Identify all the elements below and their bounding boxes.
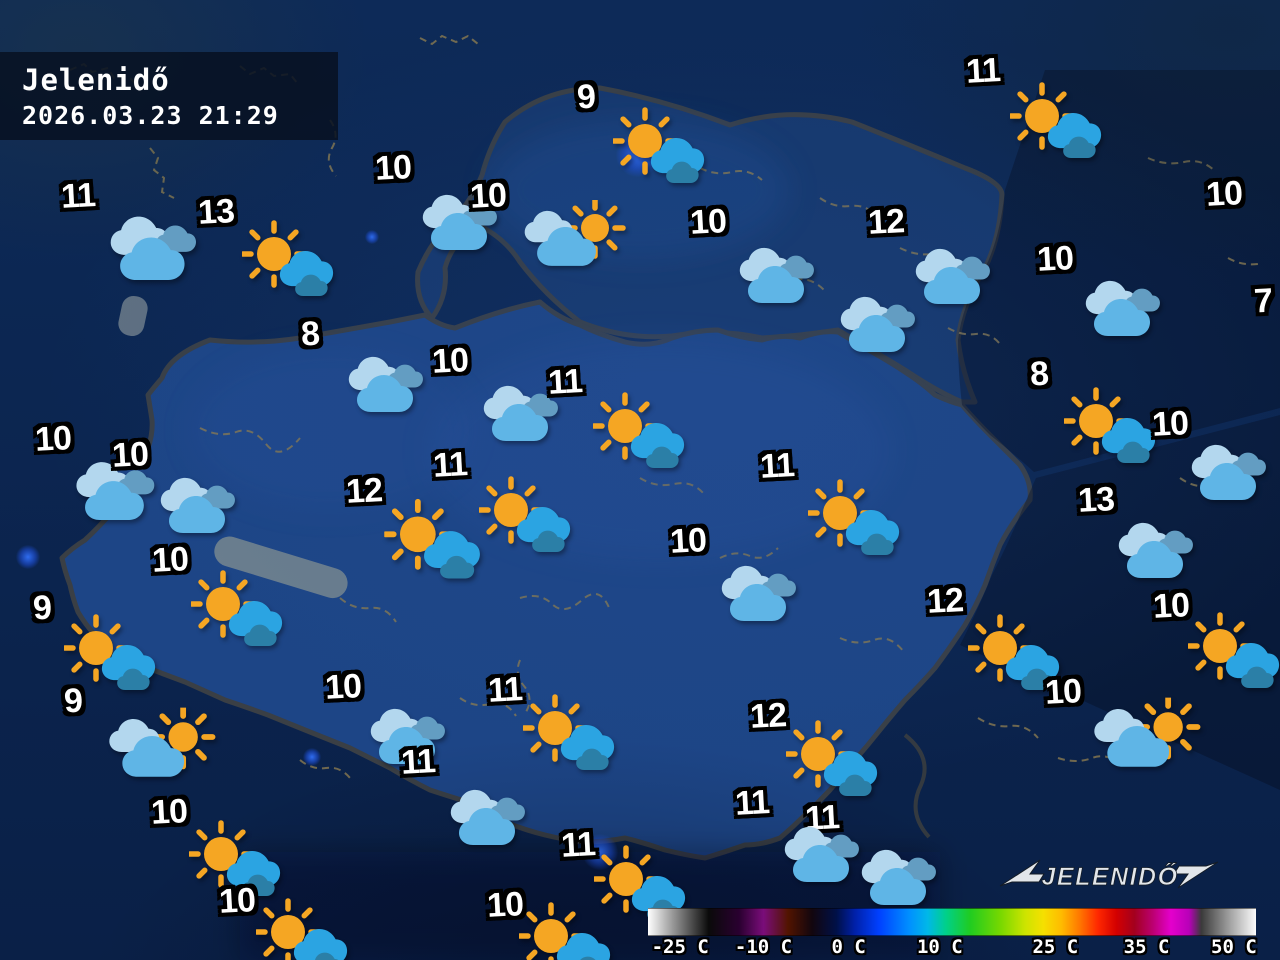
temperature-label: 8 [300,314,320,354]
temperature-label: 10 [324,667,362,707]
temperature-label: 9 [576,77,596,117]
temperature-label: 11 [734,783,770,823]
sun-cloud-icon [613,107,723,203]
sun-cloud-icon [519,902,629,960]
sun-cloud-icon [968,614,1078,710]
temperature-label: 10 [1205,174,1243,214]
temperature-label: 12 [867,202,905,242]
sun-cloud-icon [593,392,703,488]
cloud-sun-icon [1086,697,1202,799]
lake-ferto [118,295,148,337]
temperature-label: 10 [111,435,149,475]
temperature-label: 10 [218,881,256,921]
sun-cloud-icon [256,898,366,960]
cloudy-icon [153,465,263,561]
colorbar-label: 50 C [1211,936,1257,958]
logo-right-wing-icon [1173,861,1219,889]
temperature-label: 12 [345,471,383,511]
colorbar-label: -25 C [651,936,709,958]
sun-cloud-icon [1188,612,1280,708]
cloudy-icon [854,837,964,933]
temperature-label: 11 [400,742,436,782]
sun-cloud-icon [479,476,589,572]
temperature-label: 10 [1036,239,1074,279]
lake-balaton [214,536,348,599]
temperature-label: 12 [749,696,787,736]
temperature-label: 10 [150,792,188,832]
sun-cloud-icon [242,220,352,316]
cloudy-icon [1184,432,1280,528]
sun-cloud-icon [1010,82,1120,178]
temperature-label: 13 [197,192,235,232]
temperature-label: 13 [1077,480,1115,520]
temperature-label: 10 [431,341,469,381]
colorbar-label: -10 C [734,936,793,958]
logo-left-wing-icon [999,859,1045,887]
cloud-sun-icon [517,200,627,296]
temperature-label: 10 [1151,404,1189,444]
cloudy-icon [476,373,586,469]
colorbar-label: 25 C [1032,936,1079,958]
sun-cloud-icon [64,614,174,710]
temperature-label: 11 [560,825,596,865]
cloud-sun-icon [101,707,217,809]
cloudy-icon [443,777,553,873]
cloudy-icon [68,449,184,550]
cloudy-icon [363,696,473,792]
temperature-label: 11 [60,176,96,216]
temperature-label: 10 [689,202,727,242]
header-panel: Jelenidő 2026.03.23 21:29 [0,52,338,140]
sun-cloud-icon [384,498,500,600]
temperature-label: 10 [374,148,412,188]
temperature-label: 12 [926,581,964,621]
temperature-label: 10 [469,176,507,216]
temperature-label: 11 [965,51,1001,91]
temperature-label: 10 [1044,672,1082,712]
colorbar-labels: -25 C -10 C 0 C 10 C 25 C 35 C 50 C [648,934,1257,960]
colorbar-label: 0 C [831,936,866,958]
temperature-label: 9 [32,588,52,628]
temperature-colorbar: -25 C -10 C 0 C 10 C 25 C 35 C 50 C [648,908,1257,960]
border-line [903,733,931,839]
region-east [960,415,1280,790]
colorbar-label: 10 C [916,936,963,958]
temperature-label: 11 [547,362,583,402]
logo-text: JELENIDŐ [1041,862,1178,891]
temperature-label: 10 [151,540,189,580]
temperature-label: 10 [669,521,707,561]
sun-cloud-icon [523,694,633,790]
cloudy-icon [102,202,229,312]
colorbar-gradient [648,908,1256,936]
cloudy-icon [833,284,943,380]
temperature-label: 10 [1152,586,1190,626]
sun-cloud-icon [1064,387,1174,483]
cloudy-icon [777,814,887,910]
colorbar-label: 35 C [1123,936,1170,958]
app-title: Jelenidő [22,62,170,97]
sun-cloud-icon [191,570,301,666]
temperature-label: 9 [63,681,83,721]
temperature-label: 11 [487,670,523,710]
temperature-label: 11 [432,445,468,485]
sun-cloud-icon [189,820,299,916]
temperature-label: 11 [759,446,795,486]
jelenido-logo: JELENIDŐ [998,852,1220,900]
cloudy-icon [732,235,842,331]
cloudy-icon [714,553,824,649]
temperature-label: 10 [34,419,72,459]
cloudy-icon [341,344,451,440]
temperature-label: 8 [1029,354,1049,394]
cloudy-icon [908,236,1018,332]
sun-cloud-icon [786,720,896,816]
region-northeast [958,70,1280,472]
temperature-label: 7 [1253,281,1273,321]
temperature-label: 10 [486,885,524,925]
cloudy-icon [415,182,525,278]
cloudy-icon [1078,268,1188,364]
sun-cloud-icon [808,479,918,575]
cloudy-icon [1111,510,1221,606]
header-datetime: 2026.03.23 21:29 [22,100,279,130]
